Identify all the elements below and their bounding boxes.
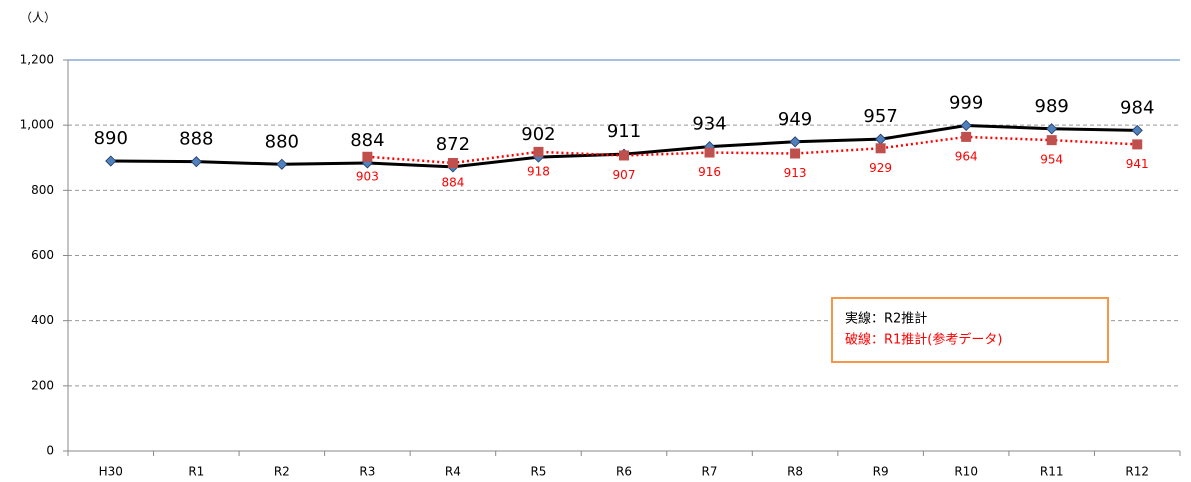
x-tick-label: R5 [530, 465, 546, 479]
data-label: 989 [1035, 96, 1069, 117]
series-line [367, 135, 1138, 165]
x-tick-label: R6 [616, 465, 632, 479]
marker [875, 133, 887, 145]
data-label: 984 [1120, 97, 1154, 118]
data-label: 954 [1040, 153, 1063, 167]
marker [1046, 135, 1057, 146]
data-label: 913 [784, 166, 807, 180]
x-tick-label: R4 [445, 465, 461, 479]
data-label: 964 [955, 149, 978, 163]
x-tick-label: R1 [188, 465, 204, 479]
data-label: 902 [521, 124, 555, 145]
y-tick-label: 600 [31, 248, 54, 262]
marker [105, 155, 117, 167]
data-label: 916 [698, 165, 721, 179]
x-tick-label: R2 [274, 465, 290, 479]
data-label: 907 [613, 168, 636, 182]
data-label: 903 [356, 169, 379, 183]
data-label: 949 [778, 109, 812, 130]
marker [190, 156, 202, 168]
marker [790, 148, 801, 159]
y-axis-label: （人） [20, 11, 56, 25]
legend-entry: 破線：R1推計(参考データ) [845, 332, 1002, 348]
marker [961, 131, 972, 142]
marker [704, 147, 715, 158]
data-label: 872 [436, 134, 470, 155]
marker [276, 158, 288, 170]
marker [875, 143, 886, 154]
x-tick-label: R10 [954, 465, 978, 479]
marker [533, 146, 544, 157]
y-tick-label: 1,000 [20, 118, 54, 132]
y-tick-label: 800 [31, 183, 54, 197]
data-label: 934 [692, 114, 726, 135]
data-label: 941 [1126, 157, 1149, 171]
marker [619, 150, 629, 161]
x-tick-label: R3 [359, 465, 375, 479]
marker [1046, 123, 1058, 135]
data-label: 884 [441, 175, 464, 189]
data-label: 911 [607, 121, 641, 142]
y-tick-label: 1,200 [20, 53, 54, 67]
data-label: 880 [265, 131, 299, 152]
legend-entry: 実線：R2推計 [845, 311, 927, 327]
x-tick-label: R11 [1040, 465, 1064, 479]
data-label: 957 [863, 106, 897, 127]
x-tick-label: R8 [787, 465, 803, 479]
legend-box [831, 297, 1109, 363]
data-label: 890 [94, 128, 128, 149]
data-label: 918 [527, 164, 550, 178]
marker [1131, 124, 1143, 136]
marker [362, 151, 373, 162]
data-label: 999 [949, 92, 983, 113]
y-tick-label: 200 [31, 378, 54, 392]
marker [789, 136, 801, 148]
marker [447, 157, 458, 168]
data-label: 884 [350, 130, 384, 151]
y-tick-label: 400 [31, 313, 54, 327]
data-label: 929 [869, 161, 892, 175]
marker [960, 119, 972, 132]
y-tick-label: 0 [46, 444, 54, 458]
marker [1132, 139, 1143, 150]
data-label: 888 [179, 129, 213, 150]
x-tick-label: R12 [1125, 465, 1149, 479]
x-tick-label: R9 [873, 465, 889, 479]
x-tick-label: H30 [99, 465, 123, 479]
x-tick-label: R7 [702, 465, 718, 479]
